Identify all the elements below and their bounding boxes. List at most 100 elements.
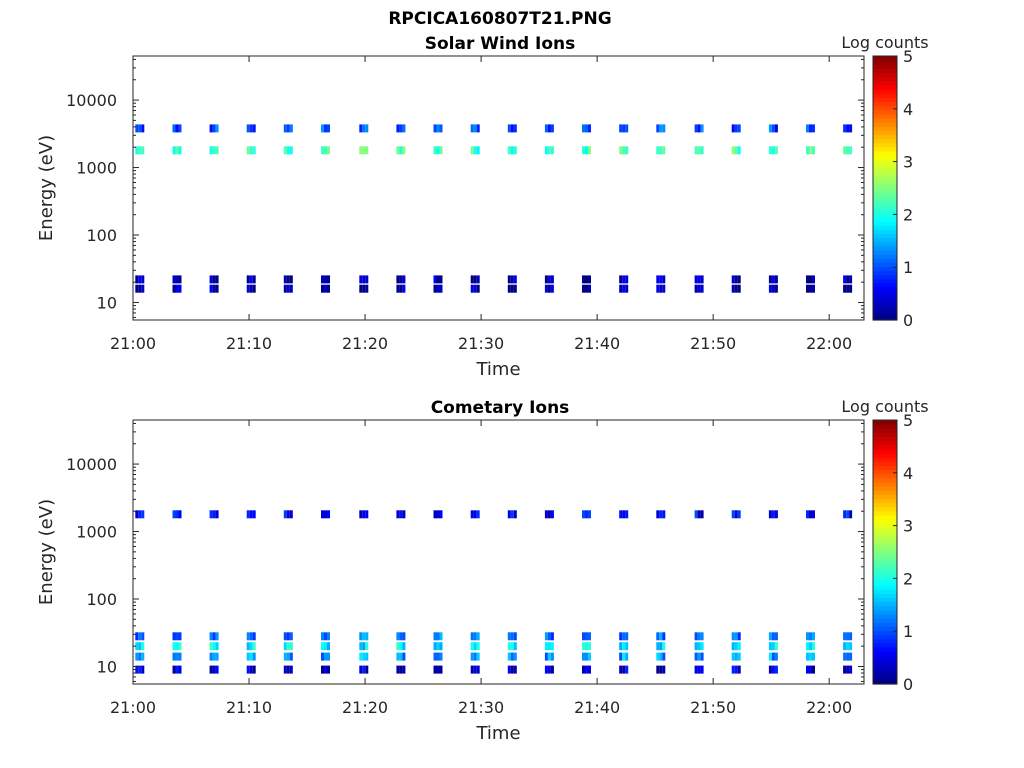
heatmap-cell	[806, 146, 809, 155]
heatmap-cell	[249, 510, 253, 519]
heatmap-cell	[771, 665, 775, 674]
heatmap-cell	[324, 510, 327, 519]
heatmap-cell	[507, 632, 511, 641]
heatmap-cell	[849, 284, 853, 293]
heatmap-cell	[362, 275, 366, 284]
panel-title: Solar Wind Ions	[425, 34, 576, 54]
heatmap-cell	[327, 652, 330, 661]
colorbar-segment	[873, 245, 897, 251]
heatmap-cell	[656, 510, 660, 519]
heatmap-cell	[737, 510, 741, 519]
heatmap-cell	[547, 665, 551, 674]
heatmap-cell	[436, 146, 440, 155]
colorbar-segment	[873, 216, 897, 222]
heatmap-cell	[209, 275, 213, 284]
heatmap-cell	[734, 642, 738, 651]
heatmap-cell	[737, 665, 741, 674]
heatmap-cell	[806, 665, 809, 674]
heatmap-cell	[625, 146, 629, 155]
heatmap-cell	[399, 284, 403, 293]
colorbar-segment	[873, 315, 897, 321]
colorbar-segment	[873, 613, 897, 619]
heatmap-cell	[327, 632, 330, 641]
heatmap-cell	[439, 146, 443, 155]
heatmap-cell	[399, 632, 403, 641]
heatmap-cell	[138, 284, 142, 293]
colorbar-segment	[873, 622, 897, 627]
colorbar-segment	[873, 494, 897, 499]
heatmap-cell	[659, 652, 663, 661]
heatmap-cell	[321, 275, 324, 284]
colorbar-segment	[873, 420, 897, 425]
heatmap-cell	[215, 146, 219, 155]
colorbar-tick-label: 3	[903, 517, 913, 536]
colorbar-segment	[873, 126, 897, 131]
heatmap-cell	[321, 642, 324, 651]
colorbar-tick-label: 2	[903, 205, 913, 224]
heatmap-cell	[324, 124, 327, 133]
heatmap-cell	[399, 124, 403, 133]
heatmap-cell	[470, 642, 474, 651]
heatmap-cell	[138, 642, 142, 651]
heatmap-cell	[619, 642, 623, 651]
heatmap-cell	[812, 284, 815, 293]
heatmap-cell	[771, 510, 775, 519]
heatmap-cell	[510, 665, 514, 674]
heatmap-cell	[138, 146, 142, 155]
heatmap-cell	[547, 284, 551, 293]
heatmap-cell	[138, 652, 142, 661]
colorbar-segment	[873, 510, 897, 516]
heatmap-cell	[209, 665, 213, 674]
heatmap-cell	[473, 642, 477, 651]
heatmap-cell	[731, 510, 735, 519]
heatmap-cell	[252, 275, 256, 284]
heatmap-cell	[433, 632, 437, 641]
heatmap-cell	[252, 510, 256, 519]
colorbar-frame	[872, 419, 898, 685]
y-axis-label: Energy (eV)	[36, 499, 57, 605]
heatmap-cell	[252, 146, 256, 155]
heatmap-cell	[283, 665, 287, 674]
heatmap-cell	[768, 652, 772, 661]
heatmap-cell	[365, 146, 369, 155]
colorbar-segment	[873, 609, 897, 615]
heatmap-cell	[399, 146, 403, 155]
colorbar-segment	[873, 593, 897, 598]
heatmap-cell	[135, 652, 139, 661]
heatmap-cell	[550, 124, 554, 133]
heatmap-cell	[433, 652, 437, 661]
heatmap-cell	[473, 665, 477, 674]
heatmap-cell	[846, 275, 850, 284]
heatmap-cell	[252, 652, 256, 661]
heatmap-cell	[768, 642, 772, 651]
colorbar-segment	[873, 659, 897, 664]
heatmap-cell	[849, 652, 853, 661]
heatmap-cell	[396, 632, 400, 641]
heatmap-cell	[252, 124, 256, 133]
heatmap-cell	[544, 275, 548, 284]
heatmap-cell	[625, 665, 629, 674]
heatmap-cell	[212, 642, 216, 651]
heatmap-cell	[436, 632, 440, 641]
heatmap-cell	[737, 652, 741, 661]
heatmap-cell	[843, 275, 847, 284]
heatmap-cell	[622, 124, 626, 133]
heatmap-cell	[283, 146, 287, 155]
heatmap-cell	[359, 642, 363, 651]
heatmap-cell	[215, 510, 219, 519]
colorbar-segment	[873, 208, 897, 214]
y-tick-label: 10	[97, 657, 117, 676]
heatmap-cell	[507, 284, 511, 293]
heatmap-cell	[510, 510, 514, 519]
heatmap-cell	[694, 284, 698, 293]
colorbar-tick-label: 5	[903, 411, 913, 430]
heatmap-cell	[252, 632, 256, 641]
heatmap-cell	[588, 632, 591, 641]
heatmap-cell	[470, 124, 474, 133]
colorbar-tick-label: 5	[903, 47, 913, 66]
heatmap-cell	[362, 510, 366, 519]
heatmap-cell	[547, 510, 551, 519]
heatmap-cell	[694, 124, 698, 133]
heatmap-cell	[656, 146, 660, 155]
heatmap-cell	[513, 510, 517, 519]
